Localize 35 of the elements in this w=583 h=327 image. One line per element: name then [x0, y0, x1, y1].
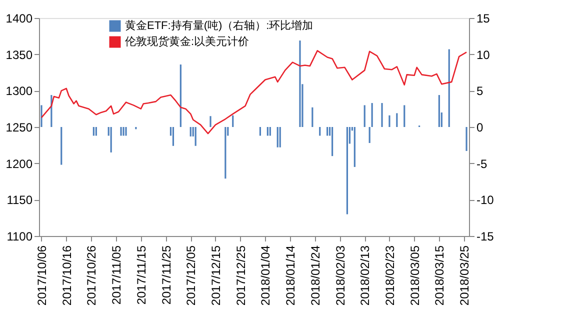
y2-tick-label: -5	[476, 156, 488, 171]
x-tick-label: 2018/03/25	[458, 245, 472, 306]
x-tick-label: 2018/01/24	[308, 245, 322, 306]
y2-tick-label: 10	[476, 48, 490, 62]
y2-tick-label: -15	[476, 230, 494, 244]
x-tick-label: 2017/10/26	[84, 245, 99, 306]
x-tick-label: 2018/03/15	[432, 245, 447, 306]
x-tick-label: 2017/10/16	[60, 245, 74, 306]
legend-label: 黄金ETF:持有量(吨)（右轴）:环比增加	[125, 19, 314, 32]
x-tick-label: 2017/12/25	[234, 245, 248, 306]
x-tick-label: 2018/02/13	[358, 245, 372, 306]
y2-tick-label: -10	[476, 193, 494, 208]
y-tick-label: 1350	[6, 48, 33, 62]
y-tick-label: 1150	[6, 193, 33, 208]
x-tick-label: 2018/03/05	[408, 245, 422, 306]
y-tick-label: 1400	[6, 12, 33, 26]
y2-tick-label: 5	[476, 84, 484, 98]
y-tick-label: 1250	[6, 120, 33, 134]
y2-tick-label: 0	[476, 120, 484, 134]
x-tick-label: 2017/12/15	[208, 245, 223, 306]
x-tick-label: 2017/11/05	[110, 245, 124, 305]
y-tick-label: 1100	[6, 230, 33, 244]
y-tick-label: 1300	[6, 84, 33, 98]
x-tick-label: 2018/02/23	[382, 245, 397, 306]
x-tick-label: 2017/11/25	[159, 245, 174, 305]
x-tick-label: 2017/12/05	[184, 245, 198, 306]
legend-label: 伦敦现货黄金:以美元计价	[125, 35, 250, 48]
y-tick-label: 1200	[6, 156, 33, 171]
x-tick-label: 2017/11/15	[134, 245, 148, 305]
x-tick-label: 2018/01/04	[258, 245, 273, 306]
x-tick-label: 2018/01/14	[284, 245, 298, 306]
line-series	[40, 50, 468, 134]
x-tick-label: 2018/02/03	[333, 245, 348, 306]
y2-tick-label: 15	[476, 12, 490, 26]
x-tick-label: 2017/10/06	[34, 245, 49, 306]
